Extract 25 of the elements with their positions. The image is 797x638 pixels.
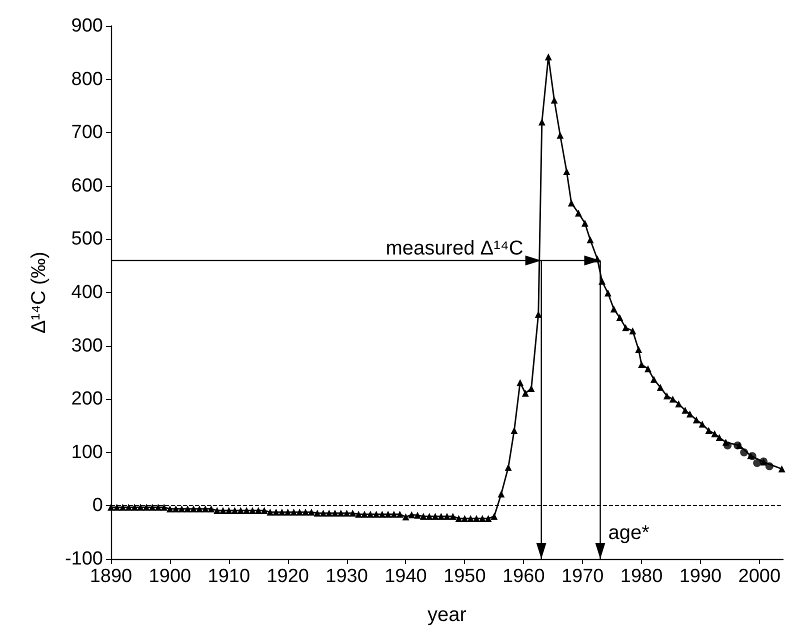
- y-tick-label: 900: [71, 16, 103, 36]
- y-tick-label: 600: [71, 175, 103, 196]
- y-tick-label: 100: [71, 442, 103, 463]
- y-tick-label: 500: [71, 228, 103, 250]
- y-tick-label: 800: [71, 68, 103, 90]
- x-tick-label: 1930: [326, 566, 368, 587]
- annotation: measured Δ¹⁴C: [386, 238, 524, 260]
- y-tick-label: 400: [71, 282, 103, 303]
- x-tick-label: 1920: [266, 566, 309, 587]
- x-tick-label: 1900: [148, 566, 192, 587]
- x-tick-label: 1980: [620, 566, 663, 587]
- y-tick-label: 200: [71, 388, 103, 410]
- y-tick-label: 0: [92, 495, 103, 516]
- y-axis-title: Δ¹⁴C (‰): [28, 252, 50, 334]
- annotation: age*: [608, 522, 650, 544]
- y-tick-label: 300: [71, 335, 103, 356]
- x-tick-label: 1940: [384, 566, 427, 587]
- x-tick-label: 1950: [444, 566, 486, 587]
- x-tick-label: 1970: [561, 566, 604, 587]
- x-tick-label: 1910: [208, 566, 250, 587]
- x-tick-label: 1960: [502, 566, 545, 587]
- x-tick-label: 1990: [679, 566, 722, 587]
- x-tick-label: 2000: [738, 566, 781, 587]
- y-tick-label: 700: [71, 122, 103, 144]
- x-axis-title: year: [428, 604, 467, 626]
